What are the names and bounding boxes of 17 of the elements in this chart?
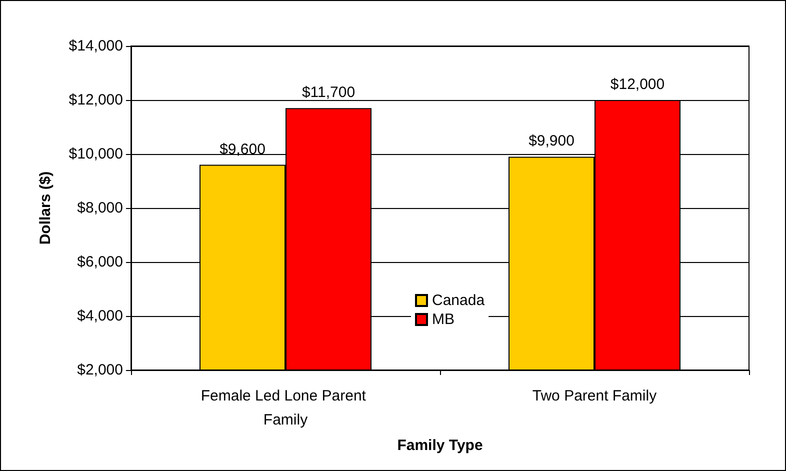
legend-label: Canada: [432, 292, 486, 309]
y-tick-label: $4,000: [77, 308, 123, 324]
y-tick-label: $6,000: [77, 254, 123, 270]
legend-label: MB: [432, 311, 454, 328]
data-label: $9,900: [528, 132, 574, 150]
data-label: $9,600: [220, 140, 266, 158]
x-tick-label: Female Led Lone Parent Family: [200, 388, 370, 428]
y-axis-title: Dollars ($): [37, 171, 54, 245]
y-tick-label: $14,000: [68, 38, 123, 54]
y-tick-label: $10,000: [68, 146, 123, 162]
y-tick-label: $12,000: [68, 92, 123, 108]
x-tick-label: Two Parent Family: [532, 388, 658, 404]
y-tick-label: $8,000: [77, 200, 123, 216]
x-axis-title: Family Type: [397, 437, 483, 454]
data-label: $12,000: [610, 76, 665, 93]
data-label: $11,700: [302, 84, 356, 102]
y-tick-label: $2,000: [77, 362, 123, 378]
